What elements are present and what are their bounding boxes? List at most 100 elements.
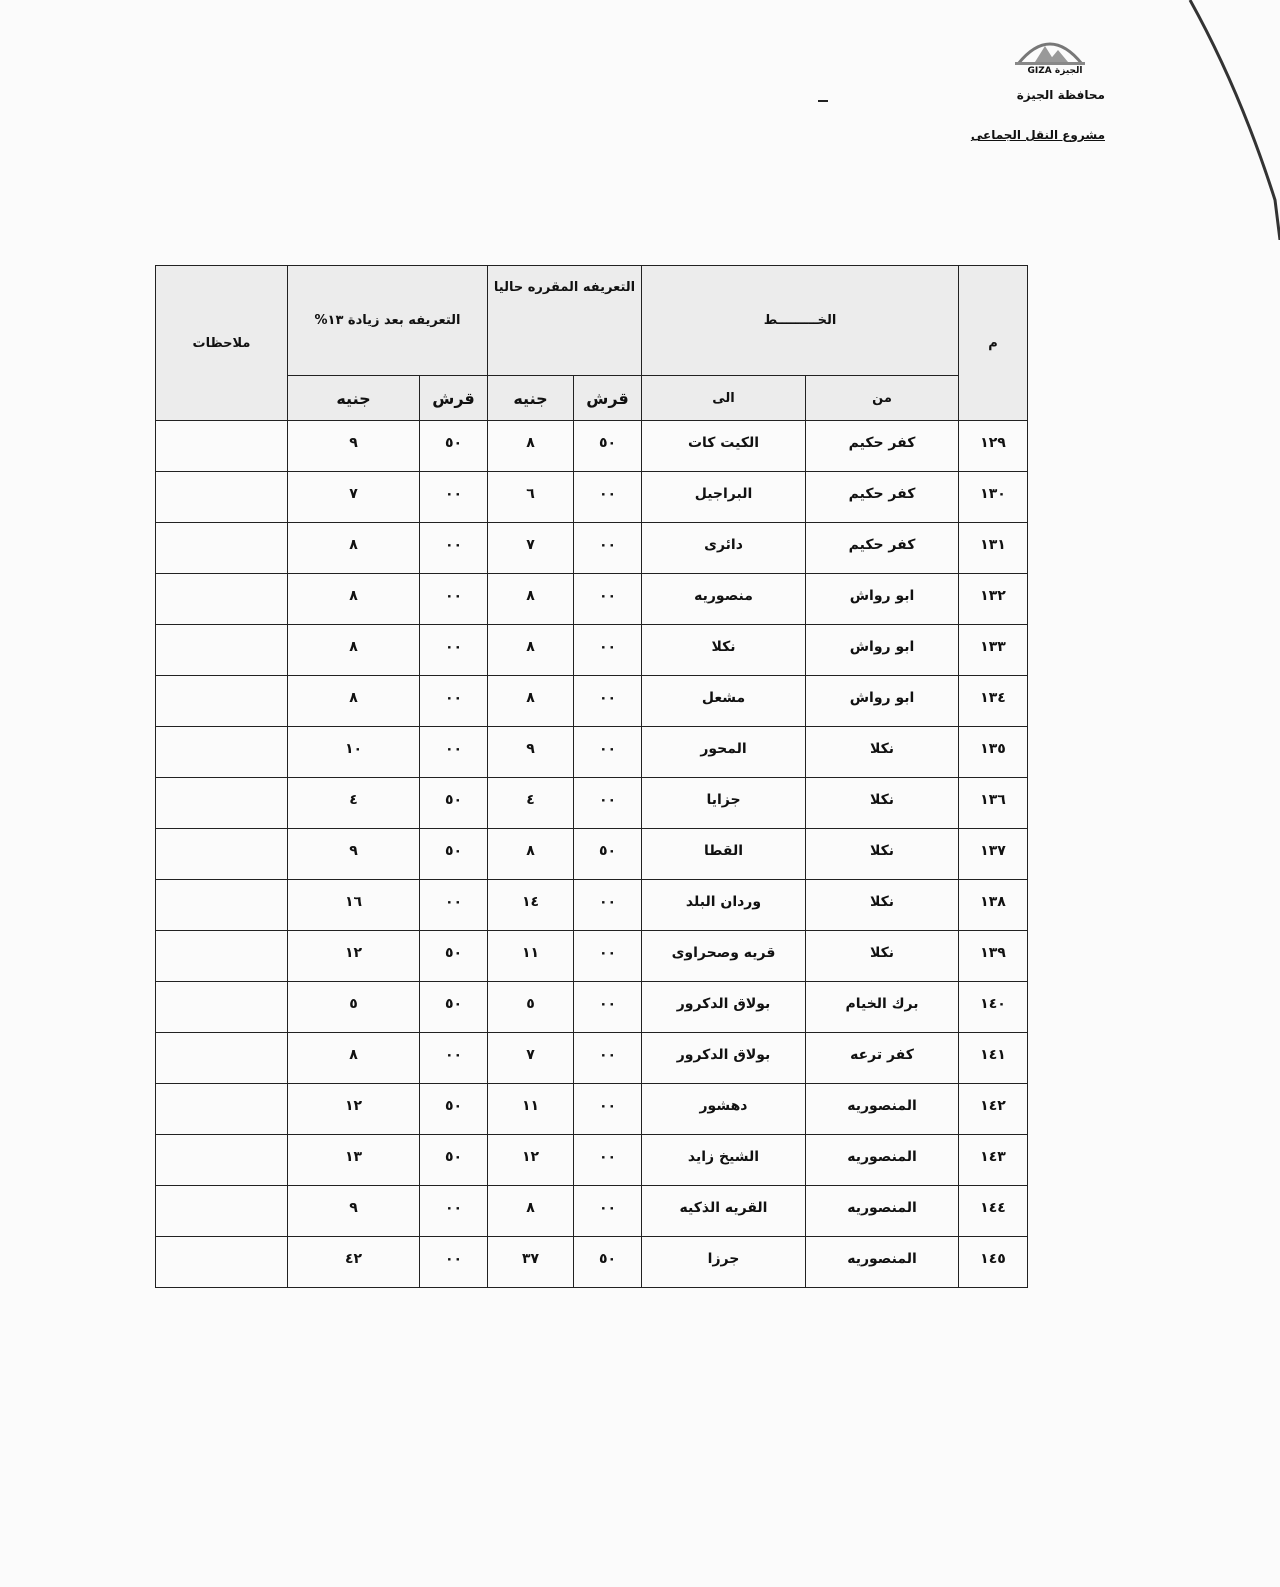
cell-new-j: ٤٢: [287, 1236, 420, 1288]
cell-new-q: ٠٠: [419, 1185, 488, 1237]
cell-cur-q: ٠٠: [573, 675, 642, 727]
cell-cur-j: ٣٧: [487, 1236, 574, 1288]
table-row: ١٣٥ نكلا المحور ٠٠ ٩ ٠٠ ١٠: [155, 726, 1028, 778]
cell-to: بولاق الدكرور: [641, 981, 806, 1033]
cell-num: ١٣٤: [958, 675, 1028, 727]
cell-num: ١٤٢: [958, 1083, 1028, 1135]
cell-new-q: ٥٠: [419, 1083, 488, 1135]
cell-new-j: ٨: [287, 624, 420, 676]
cell-notes: [155, 726, 288, 778]
cell-notes: [155, 624, 288, 676]
cell-to: المحور: [641, 726, 806, 778]
governorate-title: محافظة الجيزة: [1016, 88, 1105, 102]
cell-cur-q: ٠٠: [573, 930, 642, 982]
table-row: ١٣١ كفر حكيم دائرى ٠٠ ٧ ٠٠ ٨: [155, 522, 1028, 574]
cell-num: ١٣٢: [958, 573, 1028, 625]
table-row: ١٣٧ نكلا القطا ٥٠ ٨ ٥٠ ٩: [155, 828, 1028, 880]
table-row: ١٣٩ نكلا قريه وصحراوى ٠٠ ١١ ٥٠ ١٢: [155, 930, 1028, 982]
cell-cur-j: ١١: [487, 1083, 574, 1135]
cell-from: ابو رواش: [805, 624, 959, 676]
cell-notes: [155, 1134, 288, 1186]
cell-cur-j: ١٢: [487, 1134, 574, 1186]
cell-from: نكلا: [805, 828, 959, 880]
cell-new-j: ٥: [287, 981, 420, 1033]
cell-num: ١٤٤: [958, 1185, 1028, 1237]
cell-cur-q: ٠٠: [573, 726, 642, 778]
cell-from: ابو رواش: [805, 675, 959, 727]
cell-from: ابو رواش: [805, 573, 959, 625]
cell-num: ١٤٠: [958, 981, 1028, 1033]
cell-to: بولاق الدكرور: [641, 1032, 806, 1084]
header-num: م: [958, 265, 1028, 421]
cell-from: المنصوريه: [805, 1236, 959, 1288]
cell-new-q: ٠٠: [419, 471, 488, 523]
cell-num: ١٣٠: [958, 471, 1028, 523]
cell-new-j: ١٦: [287, 879, 420, 931]
table-row: ١٤٣ المنصوريه الشيخ زايد ٠٠ ١٢ ٥٠ ١٣: [155, 1134, 1028, 1186]
cell-new-j: ٨: [287, 1032, 420, 1084]
cell-to: الكيت كات: [641, 420, 806, 472]
cell-num: ١٤١: [958, 1032, 1028, 1084]
cell-from: المنصوريه: [805, 1185, 959, 1237]
cell-from: برك الخيام: [805, 981, 959, 1033]
cell-new-q: ٠٠: [419, 624, 488, 676]
dash-mark: [818, 100, 828, 102]
table-row: ١٤٢ المنصوريه دهشور ٠٠ ١١ ٥٠ ١٢: [155, 1083, 1028, 1135]
cell-new-j: ١٢: [287, 1083, 420, 1135]
fares-table: م الخـــــــــط التعريفه المقرره حاليا ا…: [155, 265, 1028, 1288]
cell-num: ١٤٣: [958, 1134, 1028, 1186]
cell-notes: [155, 1185, 288, 1237]
cell-new-j: ٨: [287, 573, 420, 625]
cell-to: القريه الذكيه: [641, 1185, 806, 1237]
cell-new-q: ٠٠: [419, 1236, 488, 1288]
cell-notes: [155, 1032, 288, 1084]
cell-cur-j: ٨: [487, 828, 574, 880]
cell-new-j: ٤: [287, 777, 420, 829]
cell-new-q: ٥٠: [419, 828, 488, 880]
cell-new-q: ٥٠: [419, 1134, 488, 1186]
cell-from: المنصوريه: [805, 1134, 959, 1186]
cell-cur-q: ٠٠: [573, 624, 642, 676]
cell-cur-j: ٧: [487, 1032, 574, 1084]
cell-new-j: ٩: [287, 420, 420, 472]
table-row: ١٤٤ المنصوريه القريه الذكيه ٠٠ ٨ ٠٠ ٩: [155, 1185, 1028, 1237]
table-row: ١٣٣ ابو رواش نكلا ٠٠ ٨ ٠٠ ٨: [155, 624, 1028, 676]
cell-to: دهشور: [641, 1083, 806, 1135]
cell-cur-j: ١١: [487, 930, 574, 982]
cell-new-j: ٩: [287, 1185, 420, 1237]
header-after: التعريفه بعد زيادة ١٣%: [287, 265, 488, 376]
cell-cur-q: ٠٠: [573, 1134, 642, 1186]
cell-new-q: ٥٠: [419, 930, 488, 982]
header-current: التعريفه المقرره حاليا: [487, 265, 642, 376]
cell-cur-q: ٠٠: [573, 1185, 642, 1237]
cell-cur-q: ٠٠: [573, 522, 642, 574]
cell-to: جرزا: [641, 1236, 806, 1288]
cell-cur-j: ٨: [487, 675, 574, 727]
table-row: ١٣٤ ابو رواش مشعل ٠٠ ٨ ٠٠ ٨: [155, 675, 1028, 727]
cell-from: نكلا: [805, 726, 959, 778]
cell-new-j: ٨: [287, 675, 420, 727]
cell-from: المنصوريه: [805, 1083, 959, 1135]
cell-cur-j: ١٤: [487, 879, 574, 931]
cell-new-j: ٧: [287, 471, 420, 523]
cell-notes: [155, 522, 288, 574]
cell-notes: [155, 1236, 288, 1288]
cell-cur-j: ٨: [487, 420, 574, 472]
cell-new-j: ١٠: [287, 726, 420, 778]
cell-num: ١٤٥: [958, 1236, 1028, 1288]
cell-notes: [155, 420, 288, 472]
cell-num: ١٣١: [958, 522, 1028, 574]
cell-num: ١٣٣: [958, 624, 1028, 676]
cell-from: كفر ترعه: [805, 1032, 959, 1084]
cell-new-j: ٩: [287, 828, 420, 880]
cell-notes: [155, 879, 288, 931]
cell-new-q: ٥٠: [419, 981, 488, 1033]
cell-to: منصوريه: [641, 573, 806, 625]
cell-cur-q: ٠٠: [573, 879, 642, 931]
cell-new-q: ٥٠: [419, 420, 488, 472]
table-row: ١٤١ كفر ترعه بولاق الدكرور ٠٠ ٧ ٠٠ ٨: [155, 1032, 1028, 1084]
cell-num: ١٣٨: [958, 879, 1028, 931]
cell-to: القطا: [641, 828, 806, 880]
cell-from: نكلا: [805, 777, 959, 829]
cell-notes: [155, 675, 288, 727]
